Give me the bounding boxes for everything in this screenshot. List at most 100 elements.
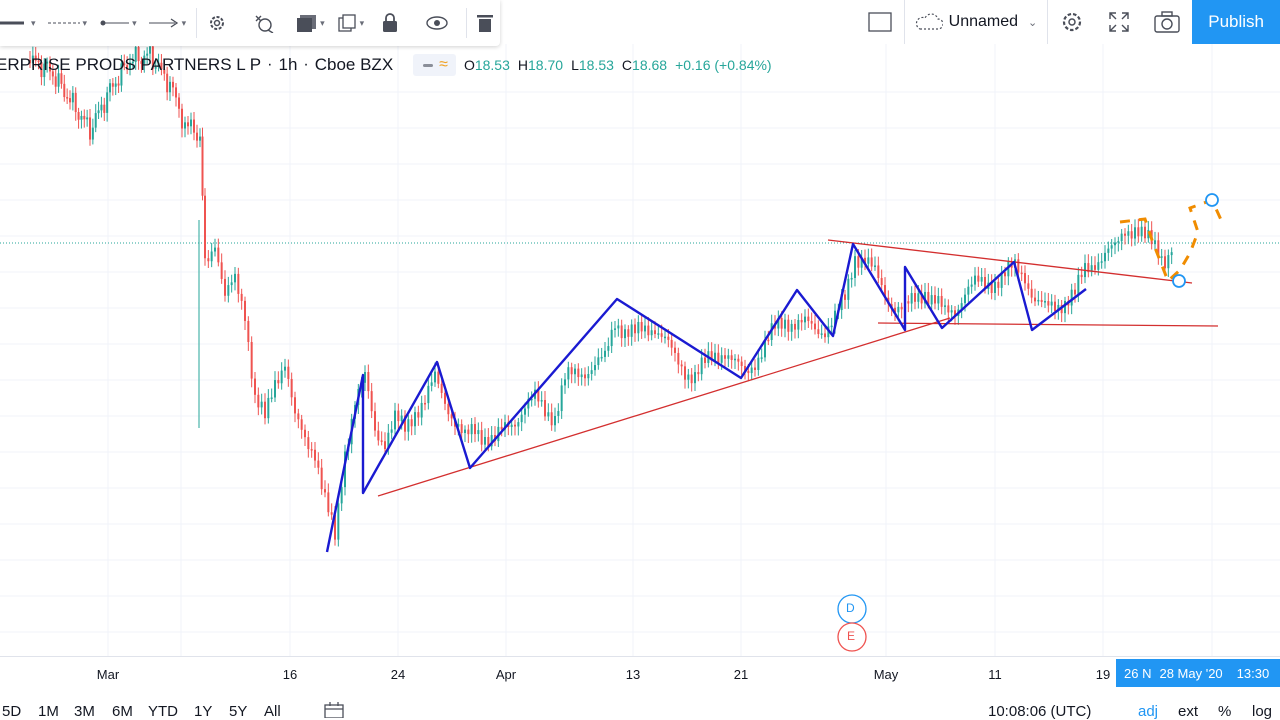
select-all-button[interactable] bbox=[856, 0, 904, 44]
range-ytd[interactable]: YTD bbox=[148, 703, 178, 720]
fullscreen-icon bbox=[1109, 12, 1129, 32]
time-axis[interactable]: Mar 16 24 Apr 13 21 May 11 19 26 N 28 Ma… bbox=[0, 656, 1280, 692]
alert-icon[interactable] bbox=[247, 3, 281, 43]
dividend-label[interactable]: D bbox=[846, 601, 855, 615]
candle-body bbox=[667, 336, 670, 340]
candle-body bbox=[151, 46, 154, 69]
candle-body bbox=[800, 319, 803, 323]
candle-body bbox=[1087, 263, 1090, 273]
fill-color-icon[interactable]: ▾ bbox=[291, 3, 331, 43]
snapshot-button[interactable] bbox=[1142, 0, 1192, 44]
range-5d[interactable]: 5D bbox=[2, 703, 22, 720]
candle-body bbox=[834, 310, 836, 326]
candle-body bbox=[807, 316, 810, 322]
layout-name[interactable]: Unnamed bbox=[948, 13, 1019, 30]
candle-body bbox=[146, 53, 149, 56]
lock-icon[interactable] bbox=[376, 3, 404, 43]
chart-area[interactable] bbox=[0, 44, 1280, 656]
candle-body bbox=[764, 339, 766, 358]
candle-body bbox=[504, 422, 506, 430]
candle-body bbox=[244, 300, 246, 321]
candle-body bbox=[1157, 240, 1160, 258]
candle-body bbox=[794, 323, 796, 330]
candle-body bbox=[80, 115, 83, 120]
candle-body bbox=[484, 436, 486, 445]
range-all[interactable]: All bbox=[264, 703, 281, 720]
percent-toggle[interactable]: % bbox=[1218, 703, 1232, 720]
wave-icon[interactable]: ≈ bbox=[439, 56, 448, 73]
candle-body bbox=[660, 333, 663, 337]
candle-body bbox=[1030, 288, 1033, 298]
settings-gear-icon[interactable] bbox=[201, 3, 233, 43]
candle-body bbox=[874, 265, 876, 267]
candle-body bbox=[700, 357, 703, 375]
layout-menu[interactable]: Unnamed ⌄ bbox=[903, 0, 1049, 44]
candle-body bbox=[734, 358, 736, 361]
candle-body bbox=[424, 402, 426, 405]
candle-body bbox=[760, 357, 763, 359]
bottom-bar: 5D 1M 3M 6M YTD 1Y 5Y All 10:08:06 (UTC)… bbox=[0, 700, 1280, 720]
range-3m[interactable]: 3M bbox=[74, 703, 95, 720]
symbol-name[interactable]: ERPRISE PRODS PARTNERS L P bbox=[0, 55, 262, 74]
calendar-icon[interactable] bbox=[324, 702, 344, 720]
candle-body bbox=[937, 296, 940, 304]
clone-icon[interactable]: ▾ bbox=[331, 3, 371, 43]
chevron-down-icon[interactable]: ⌄ bbox=[1028, 16, 1038, 29]
line-dash-icon[interactable]: ▾ bbox=[47, 17, 88, 28]
candle-body bbox=[597, 357, 600, 366]
collapse-icon[interactable] bbox=[423, 63, 434, 67]
candle-body bbox=[374, 411, 376, 431]
trash-icon[interactable] bbox=[471, 3, 499, 43]
candle-body bbox=[567, 367, 570, 380]
candle-body bbox=[684, 366, 686, 380]
adj-toggle[interactable]: adj bbox=[1138, 703, 1159, 720]
ext-toggle[interactable]: ext bbox=[1178, 703, 1199, 720]
candle-body bbox=[927, 291, 930, 305]
settings-button[interactable] bbox=[1048, 0, 1096, 44]
cloud-icon bbox=[915, 13, 943, 30]
candle-body bbox=[754, 367, 756, 370]
candle-body bbox=[181, 108, 183, 129]
candle-body bbox=[990, 282, 993, 293]
candle-body bbox=[217, 247, 220, 263]
candle-body bbox=[1117, 241, 1120, 243]
candle-body bbox=[1054, 301, 1056, 312]
utc-clock[interactable]: 10:08:06 (UTC) bbox=[988, 703, 1092, 720]
candle-body bbox=[160, 62, 163, 70]
candle-body bbox=[287, 366, 290, 379]
range-6m[interactable]: 6M bbox=[112, 703, 133, 720]
candle-body bbox=[340, 487, 343, 504]
candle-body bbox=[1100, 261, 1103, 263]
range-5y[interactable]: 5Y bbox=[229, 703, 248, 720]
fullscreen-button[interactable] bbox=[1096, 0, 1142, 44]
candle-body bbox=[304, 429, 306, 438]
chart-canvas[interactable] bbox=[0, 44, 1280, 656]
candle-body bbox=[264, 401, 266, 419]
interval[interactable]: 1h bbox=[278, 55, 298, 74]
range-1m[interactable]: 1M bbox=[38, 703, 59, 720]
header-right: Unnamed ⌄ Publish bbox=[856, 0, 1280, 44]
line-style-icon[interactable]: ▾ bbox=[0, 17, 36, 28]
ohlc-close: C18.68 bbox=[621, 57, 668, 73]
candle-body bbox=[630, 324, 633, 337]
range-1y[interactable]: 1Y bbox=[194, 703, 213, 720]
candle-body bbox=[417, 412, 420, 418]
candle-body bbox=[420, 402, 423, 418]
line-arrow-icon[interactable]: ▾ bbox=[143, 3, 193, 43]
candle-body bbox=[830, 325, 833, 328]
candle-body bbox=[97, 110, 100, 114]
candle-body bbox=[604, 350, 606, 357]
earnings-label[interactable]: E bbox=[847, 629, 856, 643]
candle-body bbox=[860, 257, 863, 268]
candle-body bbox=[880, 278, 883, 286]
indicator-toggle[interactable]: ≈ bbox=[413, 54, 456, 76]
line-end-icon[interactable]: ▾ bbox=[93, 3, 143, 43]
candle-body bbox=[940, 296, 943, 307]
candle-body bbox=[757, 357, 760, 370]
candle-body bbox=[994, 281, 996, 293]
candle-body bbox=[570, 367, 573, 375]
visibility-eye-icon[interactable] bbox=[420, 3, 454, 43]
candle-body bbox=[210, 251, 213, 262]
log-toggle[interactable]: log bbox=[1252, 703, 1273, 720]
publish-button[interactable]: Publish bbox=[1192, 0, 1280, 44]
